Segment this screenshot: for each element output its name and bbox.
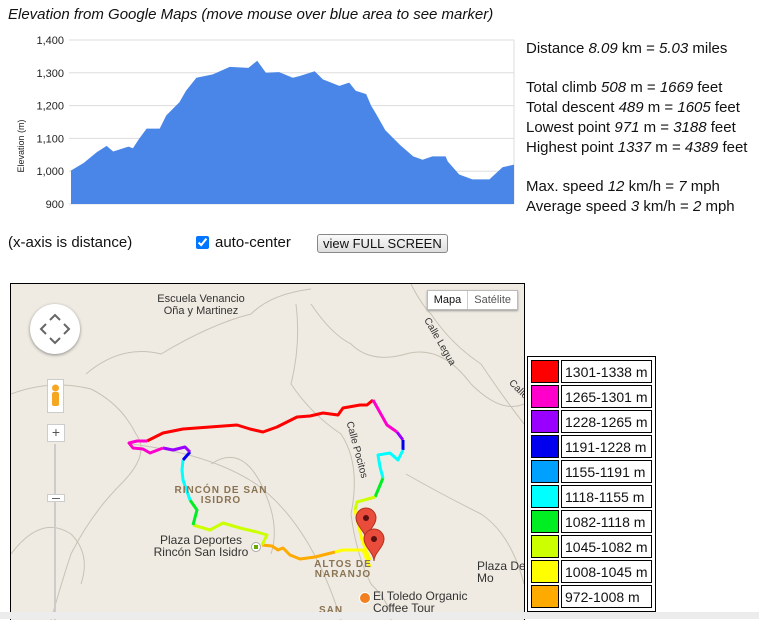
legend-range: 1008-1045 m <box>561 560 652 583</box>
street-view-pegman-icon[interactable] <box>47 379 64 413</box>
area-label: ALTOS DE NARANJO <box>314 559 372 580</box>
map-roads <box>11 284 524 620</box>
pan-control[interactable] <box>30 304 80 354</box>
legend-swatch <box>531 385 559 408</box>
legend-row: 1228-1265 m <box>531 410 652 433</box>
pan-arrows-icon <box>39 313 71 345</box>
y-tick-label: 1,400 <box>36 35 64 47</box>
poi-label: Plaza Dep Mo <box>477 559 524 585</box>
y-tick-label: 1,300 <box>36 68 64 80</box>
map-type-satellite[interactable]: Satélite <box>467 291 517 309</box>
y-tick-label: 1,000 <box>36 166 64 178</box>
legend-swatch <box>531 410 559 433</box>
y-axis-label: Elevation (m) <box>16 119 26 172</box>
route-segment[interactable] <box>181 451 192 461</box>
zoom-slider-handle[interactable]: – <box>47 490 65 504</box>
cafe-icon <box>359 592 371 604</box>
route-segment[interactable] <box>180 459 192 501</box>
max-speed-stat: Max. speed 12 km/h = 7 mph <box>526 178 720 195</box>
legend-row: 1265-1301 m <box>531 385 652 408</box>
route-segment[interactable] <box>146 398 374 443</box>
poi-label: Escuela Venancio Oña y Martinez <box>157 293 245 317</box>
map-type-control[interactable]: Mapa Satélite <box>426 290 518 310</box>
legend-row: 1045-1082 m <box>531 535 652 558</box>
legend-range: 1155-1191 m <box>561 460 652 483</box>
route-segment[interactable] <box>334 548 372 568</box>
legend-swatch <box>531 460 559 483</box>
legend-row: 972-1008 m <box>531 585 652 608</box>
auto-center-option[interactable]: auto-center <box>196 234 291 251</box>
legend-range: 1191-1228 m <box>561 435 652 458</box>
legend-row: 1118-1155 m <box>531 485 652 508</box>
legend-swatch <box>531 435 559 458</box>
poi-label: Plaza Deportes Rincón San Isidro <box>153 533 249 559</box>
route-segment[interactable] <box>373 477 385 498</box>
route-segment[interactable] <box>188 499 199 526</box>
avg-speed-stat: Average speed 3 km/h = 2 mph <box>526 198 735 215</box>
legend-swatch <box>531 560 559 583</box>
elevation-chart[interactable]: 1,400 1,300 1,200 1,100 1,000 900 Elevation (… <box>0 28 520 218</box>
legend-row: 1008-1045 m <box>531 560 652 583</box>
climb-stat: Total climb 508 m = 1669 feet <box>526 79 723 96</box>
page-title: Elevation from Google Maps (move mouse o… <box>8 6 494 23</box>
poi-label: El Toledo Organic Coffee Tour <box>373 589 468 615</box>
y-tick-label: 1,100 <box>36 133 64 145</box>
legend-row: 1191-1228 m <box>531 435 652 458</box>
auto-center-checkbox[interactable] <box>196 236 209 249</box>
map[interactable]: Escuela Venancio Oña y Martinez Plaza De… <box>10 283 525 620</box>
elevation-legend: 1301-1338 m 1265-1301 m 1228-1265 m 1191-12… <box>527 356 656 612</box>
legend-row: 1155-1191 m <box>531 460 652 483</box>
full-screen-button[interactable]: view FULL SCREEN <box>317 234 448 253</box>
route-segment[interactable] <box>376 449 405 479</box>
legend-range: 1082-1118 m <box>561 510 652 533</box>
x-axis-note: (x-axis is distance) <box>8 234 133 251</box>
legend-range: 1045-1082 m <box>561 535 652 558</box>
auto-center-label: auto-center <box>215 234 291 251</box>
legend-swatch <box>531 485 559 508</box>
descent-stat: Total descent 489 m = 1605 feet <box>526 99 740 116</box>
legend-range: 1265-1301 m <box>561 385 652 408</box>
route-segment[interactable] <box>162 445 192 454</box>
legend-swatch <box>531 360 559 383</box>
legend-swatch <box>531 585 559 608</box>
route-segment[interactable] <box>127 439 164 455</box>
route-segment[interactable] <box>261 543 336 561</box>
legend-row: 1082-1118 m <box>531 510 652 533</box>
area-label: SAN <box>318 605 344 616</box>
y-tick-label: 1,200 <box>36 101 64 113</box>
map-type-mapa[interactable]: Mapa <box>433 294 462 306</box>
legend-range: 1301-1338 m <box>561 360 652 383</box>
highest-stat: Highest point 1337 m = 4389 feet <box>526 139 748 156</box>
lowest-stat: Lowest point 971 m = 3188 feet <box>526 119 736 136</box>
horizontal-scrollbar[interactable] <box>0 612 759 619</box>
distance-stat: Distance 8.09 km = 5.03 miles <box>526 40 728 57</box>
legend-range: 972-1008 m <box>561 585 652 608</box>
legend-swatch <box>531 510 559 533</box>
route-markers <box>355 507 385 562</box>
route-track[interactable] <box>11 284 524 620</box>
legend-range: 1228-1265 m <box>561 410 652 433</box>
route-segment[interactable] <box>192 521 269 546</box>
route-segment[interactable] <box>371 399 398 434</box>
legend-row: 1301-1338 m <box>531 360 652 383</box>
legend-range: 1118-1155 m <box>561 485 652 508</box>
route-segment[interactable] <box>353 495 376 511</box>
elevation-area[interactable] <box>71 60 514 205</box>
zoom-in-button[interactable]: + <box>47 424 65 442</box>
park-icon <box>251 542 261 552</box>
map-marker-icon <box>363 528 385 562</box>
legend-swatch <box>531 535 559 558</box>
area-label: RINCÓN DE SAN ISIDRO <box>174 485 268 506</box>
route-segment[interactable] <box>395 431 405 441</box>
zoom-slider[interactable] <box>54 444 56 620</box>
y-tick-label: 900 <box>46 199 64 211</box>
